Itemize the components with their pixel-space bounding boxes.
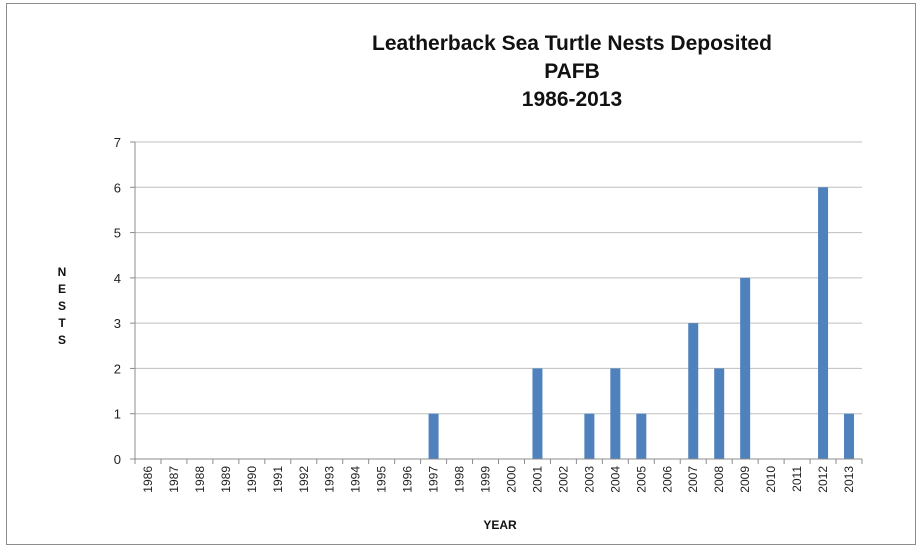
x-tick-label: 2006 — [660, 466, 674, 493]
x-tick-label: 1994 — [349, 466, 363, 493]
x-tick-label: 2007 — [686, 466, 700, 493]
x-tick-label: 1987 — [167, 466, 181, 493]
y-tick-label: 1 — [114, 407, 121, 422]
y-tick-label: 5 — [114, 226, 121, 241]
chart-title-line-2: PAFB — [544, 60, 600, 83]
bar-2001 — [532, 368, 543, 459]
y-tick-labels: 0 1 2 3 4 5 6 7 — [114, 135, 121, 467]
bar-2009 — [740, 277, 751, 459]
chart-frame — [6, 3, 916, 545]
x-tick-label: 2000 — [504, 466, 518, 493]
y-tick-label: 3 — [114, 316, 121, 331]
gridlines — [135, 141, 862, 415]
x-tick-label: 2011 — [790, 466, 804, 492]
bar-2004 — [610, 368, 621, 459]
x-tick-label: 2002 — [556, 466, 570, 493]
x-axis-label: YEAR — [483, 518, 517, 532]
x-tick-label: 2003 — [582, 466, 596, 493]
y-tick-label: 6 — [114, 180, 121, 195]
x-tick-label: 2009 — [738, 466, 752, 493]
bar-2007 — [688, 323, 699, 459]
y-tick-label: 4 — [114, 271, 121, 286]
y-tick-label: 7 — [114, 135, 121, 150]
x-tick-labels: 1986 1987 1988 1989 1990 1991 1992 1993 1994 1995… — [141, 466, 856, 493]
axes — [130, 141, 863, 464]
bar-2013 — [844, 413, 855, 459]
x-tick-label: 2013 — [842, 466, 856, 493]
x-tick-label: 1997 — [427, 466, 441, 493]
x-tick-label: 1989 — [219, 466, 233, 493]
x-tick-label: 1992 — [297, 466, 311, 493]
x-tick-label: 1996 — [401, 466, 415, 493]
x-tick-label: 1998 — [453, 466, 467, 493]
bar-2008 — [714, 368, 725, 459]
x-tick-label: 1999 — [479, 466, 493, 493]
bar-2003 — [584, 413, 595, 459]
chart-title-line-1: Leatherback Sea Turtle Nests Deposited — [372, 32, 772, 55]
x-tick-label: 2010 — [764, 466, 778, 493]
y-tick-label: 2 — [114, 361, 121, 376]
bar-1997 — [428, 413, 439, 459]
x-tick-label: 1988 — [193, 466, 207, 493]
x-tick-label: 2012 — [816, 466, 830, 493]
x-tick-label: 2004 — [608, 466, 622, 493]
x-tick-label: 1995 — [375, 466, 389, 493]
x-tick-label: 2005 — [634, 466, 648, 493]
x-tick-label: 2008 — [712, 466, 726, 493]
x-tick-label: 1990 — [245, 466, 259, 493]
x-tick-label: 1986 — [141, 466, 155, 493]
y-tick-label: 0 — [114, 452, 121, 467]
bars — [428, 187, 855, 460]
x-tick-label: 1993 — [323, 466, 337, 493]
chart-title-line-3: 1986-2013 — [522, 88, 622, 111]
bar-2012 — [818, 187, 829, 460]
x-tick-label: 1991 — [271, 466, 285, 493]
bar-2005 — [636, 413, 647, 459]
x-tick-label: 2001 — [530, 466, 544, 493]
